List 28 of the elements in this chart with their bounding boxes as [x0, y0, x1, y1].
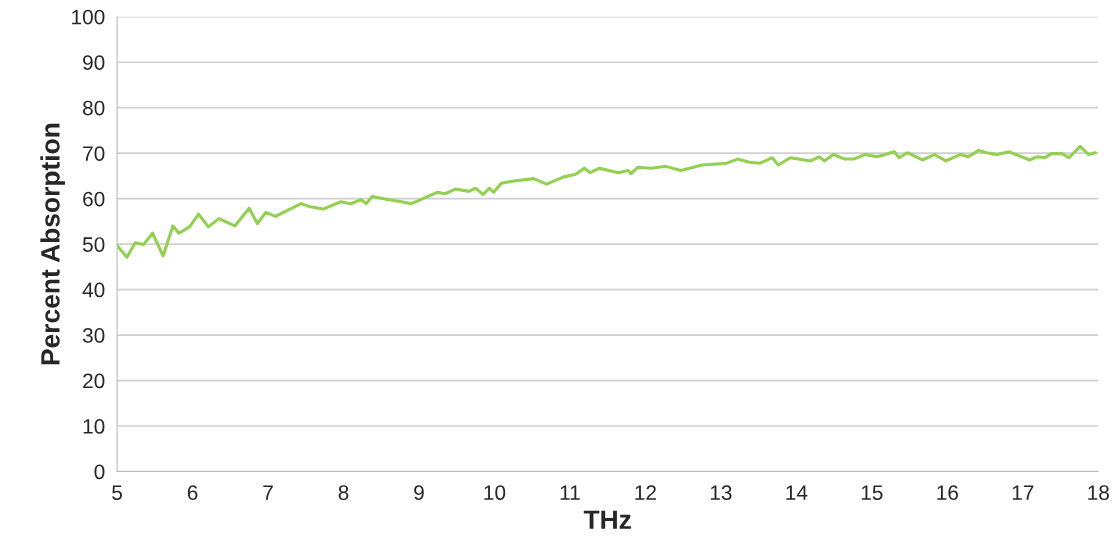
y-tick-label: 30 — [82, 328, 105, 343]
x-tick-label: 8 — [338, 485, 349, 501]
x-tick-label: 11 — [560, 485, 580, 500]
y-tick-label: 0 — [94, 464, 105, 480]
line-series — [117, 144, 1097, 259]
x-tick-label: 5 — [112, 485, 122, 501]
x-tick-label: 17 — [1012, 485, 1034, 500]
y-tick-label: 80 — [83, 100, 105, 116]
x-tick-label: 7 — [263, 485, 273, 500]
y-tick-label: 90 — [83, 55, 105, 70]
x-tick-label: 16 — [937, 485, 958, 501]
y-axis-title: Percent Absorption — [40, 123, 65, 365]
x-axis-title: THz — [583, 510, 631, 529]
x-tick-label: 12 — [635, 485, 656, 500]
x-tick-label: 6 — [187, 485, 198, 501]
y-tick-label: 50 — [82, 237, 105, 252]
x-tick-label: 15 — [861, 485, 883, 501]
x-tick-label: 18 — [1088, 485, 1109, 501]
y-tick-label: 100 — [72, 9, 105, 25]
y-tick-label: 60 — [83, 191, 105, 207]
x-tick-label: 9 — [414, 485, 424, 501]
y-tick-label: 20 — [83, 373, 105, 389]
y-tick-label: 70 — [83, 146, 105, 161]
x-tick-label: 14 — [786, 485, 808, 500]
y-tick-label: 10 — [83, 419, 105, 434]
y-tick-label: 40 — [82, 282, 105, 298]
x-tick-label: 10 — [484, 485, 506, 501]
x-tick-label: 13 — [710, 485, 732, 501]
